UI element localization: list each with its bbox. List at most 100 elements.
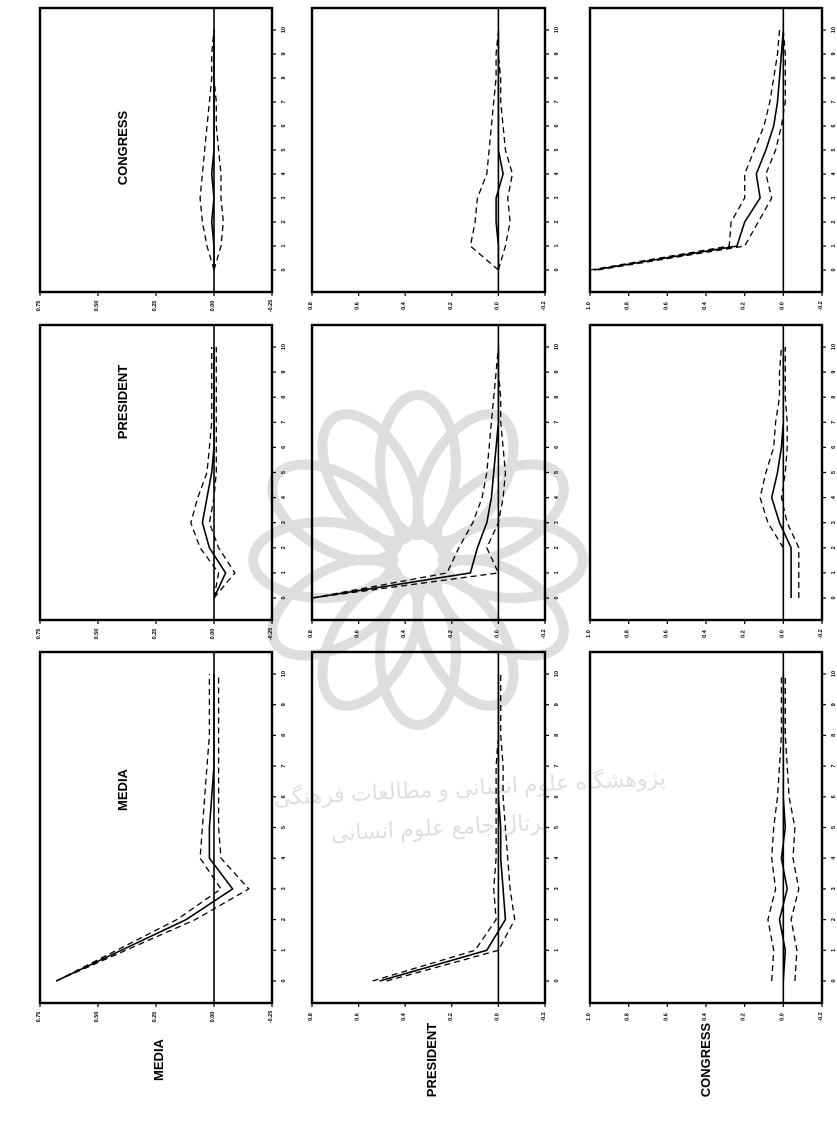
horizon-tick-label: 6 <box>554 795 560 798</box>
horizon-tick-label: 7 <box>281 421 287 424</box>
upper-band-line <box>767 674 783 982</box>
horizon-tick-label: 1 <box>281 571 287 574</box>
lower-band-line <box>597 29 786 271</box>
value-tick-label: -0.25 <box>268 628 274 641</box>
horizon-tick-label: 0 <box>831 596 837 599</box>
column-label-president: PRESIDENT <box>115 365 130 439</box>
lower-band-line <box>311 347 507 599</box>
horizon-tick-label: 4 <box>831 495 837 499</box>
panel-frame <box>38 323 274 622</box>
panel-frame <box>38 6 274 294</box>
value-tick-label: 0.8 <box>625 302 631 310</box>
horizon-tick-label: 4 <box>554 495 560 499</box>
horizon-tick-label: 9 <box>554 703 560 706</box>
value-tick-label: 0.6 <box>663 302 669 310</box>
response-line <box>201 347 227 599</box>
value-tick-label: 0.2 <box>741 302 747 310</box>
horizon-tick-label: 0 <box>554 596 560 599</box>
horizon-tick-label: 2 <box>554 918 560 921</box>
value-tick-label: -0.2 <box>541 1012 547 1021</box>
value-tick-label: 1.0 <box>586 1013 592 1021</box>
value-tick-label: 0.2 <box>448 1013 454 1021</box>
value-tick-label: 0.4 <box>401 1012 407 1021</box>
horizon-tick-label: 9 <box>281 52 287 55</box>
value-tick-label: 0.6 <box>355 630 361 638</box>
panel-frame <box>588 650 824 1005</box>
panel-media-president: 0.75 0.50 0.25 0.00 -0.25 0 1 2 3 4 5 6 7 8 9 10 <box>36 323 287 641</box>
value-tick-label: 0.4 <box>702 301 708 310</box>
value-tick-label: 0.50 <box>94 301 100 312</box>
horizon-tick-label: 8 <box>554 734 560 737</box>
horizon-tick-label: 10 <box>554 27 560 33</box>
value-tick-label: 0.8 <box>308 1013 314 1021</box>
horizon-tick-label: 7 <box>281 765 287 768</box>
horizon-tick-label: 6 <box>831 124 837 127</box>
watermark-petal <box>317 573 424 711</box>
horizon-tick-label: 0 <box>554 979 560 982</box>
response-line <box>495 30 504 270</box>
horizon-tick-label: 8 <box>281 396 287 399</box>
value-tick-label: -0.2 <box>818 1012 824 1021</box>
panel-frame <box>38 650 274 1005</box>
value-tick-label: 0.4 <box>401 301 407 310</box>
horizon-tick-label: 5 <box>554 148 560 151</box>
horizon-tick-label: 5 <box>831 148 837 151</box>
horizon-tick-label: 6 <box>281 446 287 449</box>
horizon-tick-label: 9 <box>281 371 287 374</box>
panel-president-media: 0.8 0.6 0.4 0.2 0.0 -0.2 0 1 2 3 4 5 6 7 8 9 10 <box>308 650 560 1022</box>
horizon-tick-label: 7 <box>554 765 560 768</box>
horizon-tick-label: 4 <box>831 856 837 860</box>
value-tick-label: 0.75 <box>36 629 42 640</box>
upper-band-line <box>190 347 220 599</box>
value-tick-label: 0.6 <box>663 1013 669 1021</box>
horizon-tick-label: 4 <box>281 856 287 860</box>
upper-band-line <box>589 29 781 271</box>
horizon-tick-label: 10 <box>831 671 837 677</box>
lower-band-line <box>497 30 514 271</box>
upper-band-line <box>55 674 222 982</box>
horizon-tick-label: 10 <box>554 671 560 677</box>
panel-frame <box>588 6 824 294</box>
horizon-tick-label: 3 <box>554 196 560 199</box>
horizon-tick-label: 2 <box>554 220 560 223</box>
horizon-tick-label: 2 <box>281 220 287 223</box>
upper-band-line <box>759 346 784 598</box>
horizon-tick-label: 1 <box>831 571 837 574</box>
value-tick-label: -0.25 <box>268 300 274 313</box>
response-line <box>778 674 789 982</box>
response-line <box>210 30 215 270</box>
watermark-petal <box>317 409 424 547</box>
horizon-tick-label: 2 <box>831 918 837 921</box>
horizon-tick-label: 2 <box>554 546 560 549</box>
value-tick-label: 0.0 <box>494 302 500 310</box>
lower-band-line <box>784 674 800 982</box>
horizon-tick-label: 0 <box>831 268 837 271</box>
horizon-tick-label: 4 <box>281 495 287 499</box>
value-tick-label: 0.4 <box>702 1012 708 1021</box>
watermark-petal <box>375 390 461 540</box>
horizon-tick-label: 5 <box>554 826 560 829</box>
value-tick-label: 0.00 <box>210 301 216 312</box>
horizon-tick-label: 5 <box>831 471 837 474</box>
watermark-petal <box>248 517 398 603</box>
horizon-tick-label: 1 <box>554 571 560 574</box>
horizon-tick-label: 9 <box>831 371 837 374</box>
horizon-tick-label: 3 <box>281 521 287 524</box>
horizon-tick-label: 7 <box>831 765 837 768</box>
value-tick-label: 0.75 <box>36 301 42 312</box>
horizon-tick-label: 8 <box>281 734 287 737</box>
horizon-tick-label: 8 <box>281 76 287 79</box>
value-tick-label: -0.2 <box>541 301 547 310</box>
horizon-tick-label: 5 <box>281 826 287 829</box>
horizon-tick-label: 6 <box>554 446 560 449</box>
response-line <box>311 347 500 599</box>
horizon-tick-label: 7 <box>554 100 560 103</box>
value-tick-label: 0.6 <box>355 1013 361 1021</box>
horizon-tick-label: 7 <box>281 100 287 103</box>
horizon-tick-label: 0 <box>831 979 837 982</box>
value-tick-label: 0.00 <box>210 1012 216 1023</box>
horizon-tick-label: 8 <box>831 734 837 737</box>
panel-media-congress: 0.75 0.50 0.25 0.00 -0.25 0 1 2 3 4 5 6 7 8 9 10 <box>36 6 287 313</box>
horizon-tick-label: 7 <box>554 421 560 424</box>
